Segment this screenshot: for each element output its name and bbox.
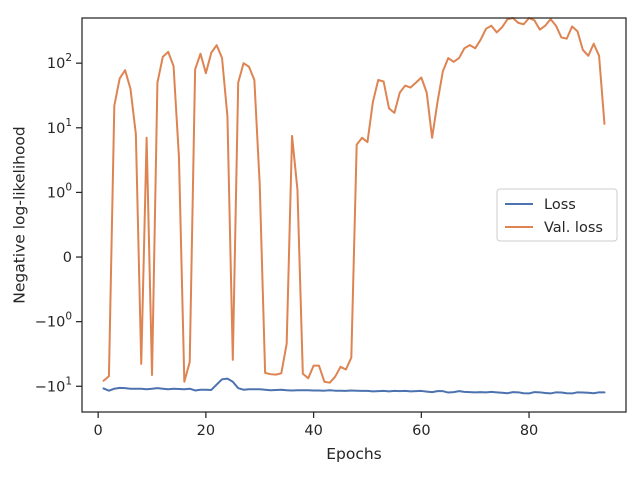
y-axis-label: Negative log-likelihood	[10, 126, 28, 304]
axes-layer: 0 20 40 60 80 −101 −100 0 100 101 102	[35, 52, 539, 439]
y-tick-label: −100	[35, 311, 72, 331]
x-tick-label: 60	[412, 423, 430, 439]
y-tick-label: 100	[47, 181, 72, 201]
series-layer	[102, 17, 606, 395]
legend: Loss Val. loss	[496, 188, 618, 242]
x-tick-label: 40	[304, 423, 322, 439]
legend-label: Val. loss	[544, 220, 603, 236]
y-tick-label: −101	[35, 375, 72, 395]
legend-label: Loss	[544, 197, 576, 213]
x-tick-label: 0	[94, 423, 103, 439]
series-line-loss	[102, 377, 606, 395]
plot-frame	[81, 17, 627, 413]
y-tick-label: 101	[47, 117, 72, 137]
y-tick-label: 102	[47, 52, 72, 72]
y-tick-label: 0	[63, 250, 72, 266]
x-tick-label: 80	[520, 423, 538, 439]
x-axis-label: Epochs	[326, 445, 382, 463]
x-tick-label: 20	[197, 423, 215, 439]
series-line-val-loss	[102, 17, 606, 384]
